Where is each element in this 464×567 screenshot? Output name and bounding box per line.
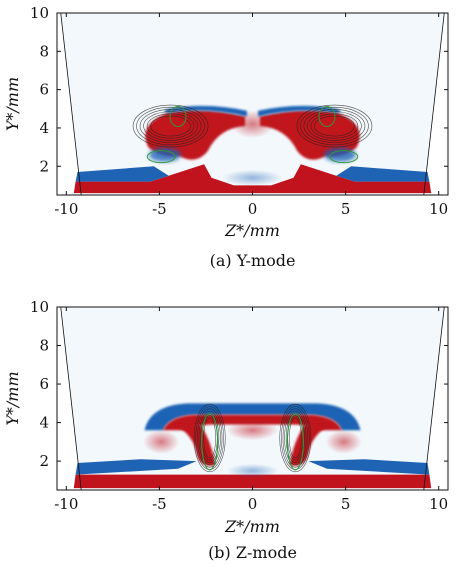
- y-tick-label: 2: [39, 452, 49, 470]
- x-axis-ticks: -10 -5 0 5 10: [54, 13, 448, 218]
- x-tick-label: 5: [341, 200, 351, 218]
- y-tick-label: 6: [39, 81, 49, 99]
- x-axis-ticks: -10 -5 0 5 10: [54, 307, 448, 513]
- contour-line-left: [193, 403, 226, 473]
- y-tick-label: 4: [39, 119, 49, 137]
- y-tick-label: 8: [39, 42, 49, 60]
- contour-line-right: [284, 410, 307, 466]
- domain-wall-right: [423, 307, 445, 490]
- wall-band-blue-right: [336, 166, 430, 182]
- wall-band-blue-left: [75, 459, 197, 475]
- vortex-blue-core-right: [324, 147, 357, 162]
- vortex-blue-cap-left: [164, 105, 247, 117]
- wall-band-blue-right: [308, 459, 430, 475]
- contour-line-right: [282, 408, 308, 468]
- x-tick-label: 10: [429, 200, 448, 218]
- center-red-glow: [226, 420, 279, 441]
- outside-region-left: [57, 307, 82, 490]
- outside-region-right: [423, 307, 448, 490]
- contour-line-left: [136, 106, 205, 146]
- panel-z-mode: -10 -5 0 5 10 2 4 6 8 10 Z*/mm Y*/mm (b) Z-mode: [3, 298, 449, 562]
- y-axis-label: Y*/mm: [3, 371, 22, 425]
- x-tick-label: -10: [54, 200, 78, 218]
- x-tick-label: 0: [248, 495, 258, 513]
- outside-region-right: [423, 13, 448, 195]
- y-tick-label: 6: [39, 375, 49, 393]
- outside-region-left: [57, 13, 82, 195]
- center-blue-glow: [226, 463, 279, 478]
- contour-line-left: [139, 109, 202, 143]
- domain-wall-left: [60, 307, 82, 490]
- vortex-red-halo-left: [143, 429, 180, 454]
- field-plot-y-mode: [57, 13, 448, 195]
- contour-green-right: [318, 105, 336, 127]
- panel-caption: (a) Y-mode: [210, 251, 296, 270]
- panel-caption: (b) Z-mode: [208, 543, 297, 562]
- x-tick-label: -5: [152, 200, 167, 218]
- contour-line-right: [300, 106, 369, 146]
- x-axis-label: Z*/mm: [224, 517, 280, 536]
- x-tick-label: -5: [152, 495, 167, 513]
- contour-green-lower-left: [146, 150, 176, 164]
- vortex-blue-core-left: [148, 147, 181, 162]
- contour-line-left: [203, 417, 216, 459]
- vortex-red-right: [259, 110, 360, 160]
- x-axis-label: Z*/mm: [224, 221, 280, 240]
- contour-line-right: [296, 104, 373, 148]
- x-tick-label: 10: [429, 495, 448, 513]
- y-tick-label: 8: [39, 337, 49, 355]
- domain-wall-left: [60, 13, 82, 195]
- contour-line-right: [314, 115, 355, 137]
- y-tick-label: 10: [30, 4, 49, 22]
- vortex-red-left: [145, 110, 246, 160]
- contour-line-left: [132, 104, 209, 148]
- wall-band-red: [73, 474, 432, 489]
- y-tick-label: 4: [39, 414, 49, 432]
- contour-line-right: [289, 417, 302, 459]
- vortex-blue-cap-right: [258, 105, 341, 117]
- wall-band-blue-left: [75, 166, 169, 182]
- y-axis-ticks: 2 4 6 8 10: [30, 4, 448, 175]
- x-tick-label: -10: [54, 495, 78, 513]
- contour-green-left: [169, 105, 187, 127]
- wall-band-red: [73, 164, 432, 194]
- contour-line-left: [198, 410, 221, 466]
- y-axis-ticks: 2 4 6 8 10: [30, 298, 448, 470]
- x-tick-label: 5: [341, 495, 351, 513]
- y-tick-label: 10: [30, 298, 49, 316]
- contour-green-right: [286, 413, 304, 471]
- field-plot-z-mode: [57, 307, 448, 490]
- contour-line-left: [197, 408, 223, 468]
- panel-y-mode: -10 -5 0 5 10 2 4 6 8 10 Z*/mm Y*/mm (a) Y-mode: [3, 4, 449, 270]
- y-tick-label: 2: [39, 157, 49, 175]
- field-background: [57, 307, 448, 490]
- vortex-red-halo-right: [325, 429, 362, 454]
- contour-line-left: [150, 115, 191, 137]
- contour-green-left: [201, 413, 219, 471]
- contour-line-right: [279, 403, 312, 473]
- y-axis-label: Y*/mm: [3, 77, 22, 131]
- x-tick-label: 0: [248, 200, 258, 218]
- arch-blue: [144, 403, 361, 431]
- contour-line-right: [303, 109, 366, 143]
- field-background: [57, 13, 448, 195]
- center-blue-glow: [222, 169, 283, 186]
- contour-green-lower-right: [329, 150, 359, 164]
- domain-wall-right: [423, 13, 445, 195]
